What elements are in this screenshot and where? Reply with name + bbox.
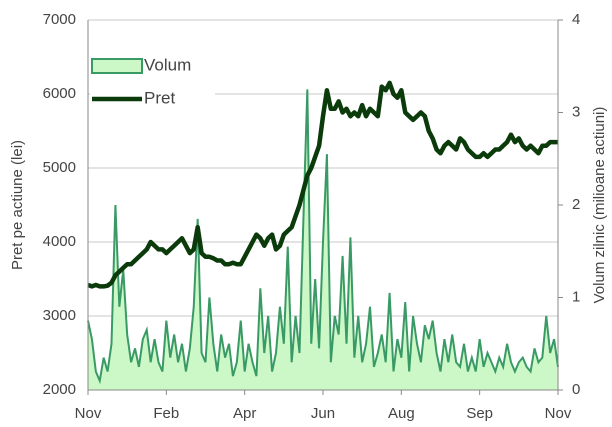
y-tick-label: 7000 [43,11,76,28]
x-tick-label: Nov [75,405,102,422]
y2-tick-label: 0 [572,381,580,398]
y-tick-label: 2000 [43,381,76,398]
y-tick-label: 6000 [43,85,76,102]
x-tick-label: Feb [153,405,179,422]
legend-box [90,45,215,115]
y2-tick-label: 3 [572,103,580,120]
volume-line [87,89,559,385]
x-tick-label: Jun [311,405,335,422]
y-tick-label: 3000 [43,307,76,324]
y2-axis-label: Volum zilnic (milioane actiuni) [591,107,608,304]
x-tick-label: Apr [233,405,256,422]
y-tick-label: 5000 [43,159,76,176]
y2-tick-label: 2 [572,196,580,213]
y-axis-label: Pret pe actiune (lei) [9,140,26,270]
legend-swatch [91,58,143,74]
price-line [87,80,558,289]
x-tick-label: Nov [545,405,572,422]
legend-label: Pret [144,88,175,107]
legend-label: Volum [144,55,191,74]
volume-area [88,89,558,390]
y2-tick-label: 1 [572,288,580,305]
x-tick-label: Aug [388,405,415,422]
y-tick-label: 4000 [43,233,76,250]
y2-tick-label: 4 [572,11,580,28]
x-tick-label: Sep [466,405,493,422]
